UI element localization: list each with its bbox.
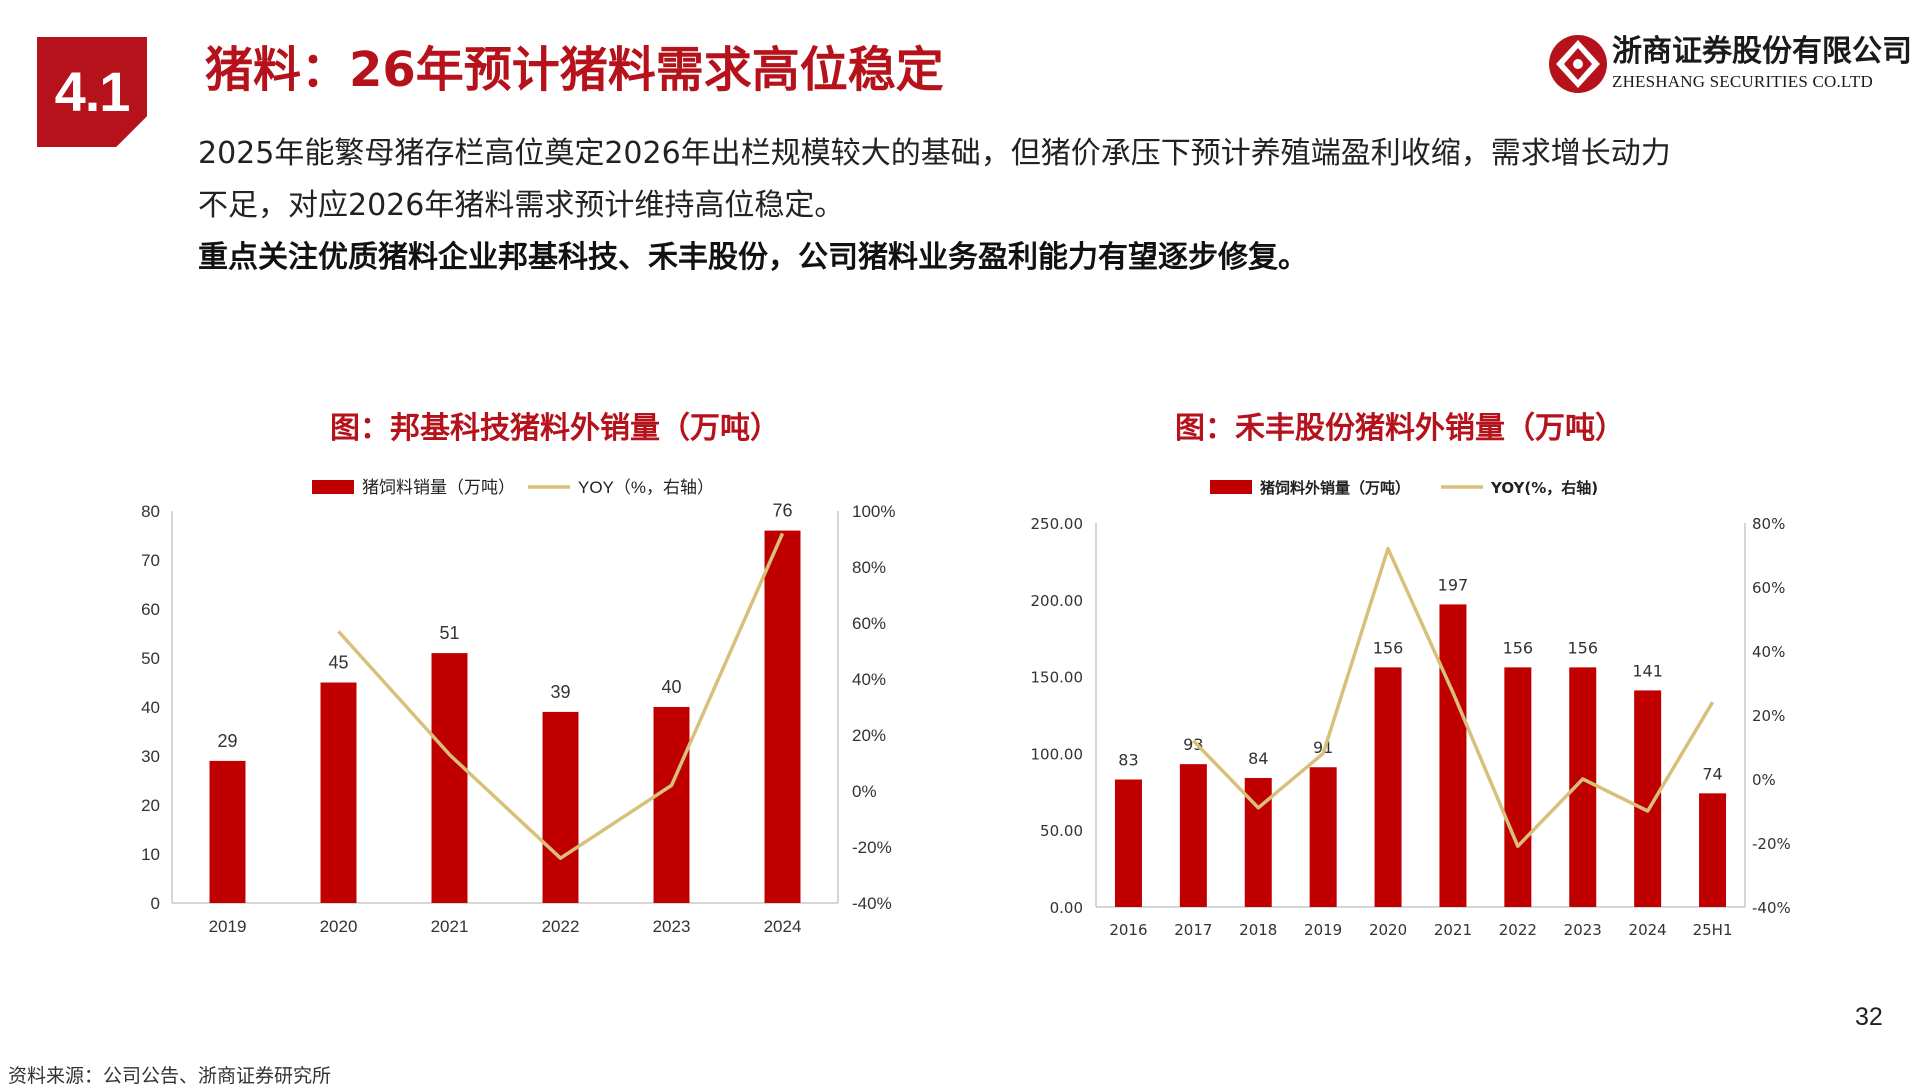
x-tick-label: 2022 <box>1499 921 1537 939</box>
legend-label-bar: 猪饲料销量（万吨） <box>362 478 515 497</box>
bar-data-label: 197 <box>1438 575 1469 594</box>
yoy-series-line <box>1192 546 1715 848</box>
page-title: 猪料：26年预计猪料需求高位稳定 <box>205 42 944 98</box>
y-tick-label-left: 80 <box>141 502 160 521</box>
y-tick-label-left: 0 <box>151 894 160 913</box>
x-tick-label: 2018 <box>1239 921 1277 939</box>
y-tick-label-right: 60% <box>852 614 886 633</box>
legend-label-line: YOY(%，右轴) <box>1490 479 1598 497</box>
y-tick-label-right: 20% <box>1752 707 1785 725</box>
page-number: 32 <box>1855 1003 1883 1031</box>
x-tick-label: 2017 <box>1174 921 1212 939</box>
y-tick-label-left: 250.00 <box>1031 515 1084 533</box>
bar <box>1699 793 1727 907</box>
y-tick-label-right: -40% <box>852 894 892 913</box>
bar-data-label: 76 <box>772 501 792 521</box>
y-tick-label-right: -20% <box>1752 835 1791 853</box>
bar-data-label: 74 <box>1702 764 1722 783</box>
chart-title-hefeng: 图：禾丰股份猪料外销量（万吨） <box>1175 411 1625 446</box>
x-tick-label: 2023 <box>653 917 691 936</box>
legend-label-bar: 猪饲料外销量（万吨） <box>1259 479 1410 497</box>
y-tick-label-right: 60% <box>1752 579 1785 597</box>
bar-data-label: 83 <box>1118 751 1138 770</box>
bar-data-label: 156 <box>1373 638 1404 657</box>
bar <box>542 711 579 903</box>
y-tick-label-right: 40% <box>1752 643 1785 661</box>
y-tick-label-right: 40% <box>852 670 886 689</box>
bar <box>431 653 468 903</box>
x-tick-label: 2023 <box>1564 921 1602 939</box>
y-tick-label-right: 80% <box>852 558 886 577</box>
y-tick-label-right: -40% <box>1752 899 1791 917</box>
x-tick-label: 2024 <box>1629 921 1667 939</box>
x-tick-label: 2024 <box>764 917 802 936</box>
bar <box>653 707 690 903</box>
company-logo: 浙商证券股份有限公司 ZHESHANG SECURITIES CO.LTD <box>1548 34 1912 96</box>
x-tick-label: 25H1 <box>1693 921 1733 939</box>
x-tick-label: 2020 <box>320 917 358 936</box>
y-tick-label-left: 50 <box>141 649 160 668</box>
bar-data-label: 29 <box>217 731 237 751</box>
bar <box>209 760 246 903</box>
y-tick-label-right: 80% <box>1752 515 1785 533</box>
summary-paragraph: 2025年能繁母猪存栏高位奠定2026年出栏规模较大的基础，但猪价承压下预计养殖… <box>198 136 1671 171</box>
bar <box>1179 764 1207 907</box>
logo-company-name-en: ZHESHANG SECURITIES CO.LTD <box>1612 72 1873 91</box>
bar <box>1309 767 1337 907</box>
bar <box>1504 667 1532 907</box>
y-tick-label-left: 20 <box>141 796 160 815</box>
legend-label-line: YOY（%，右轴） <box>578 478 714 497</box>
y-tick-label-left: 10 <box>141 845 160 864</box>
x-tick-label: 2016 <box>1109 921 1147 939</box>
y-tick-label-right: 0% <box>1752 771 1776 789</box>
y-tick-label-left: 0.00 <box>1050 899 1083 917</box>
bar-data-label: 45 <box>328 653 348 673</box>
x-tick-label: 2021 <box>431 917 469 936</box>
bar-data-label: 156 <box>1567 638 1598 657</box>
bar <box>1374 667 1402 907</box>
x-tick-label: 2019 <box>1304 921 1342 939</box>
bar <box>1114 779 1142 907</box>
bar-data-label: 51 <box>439 623 459 643</box>
summary-text: 2025年能繁母猪存栏高位奠定2026年出栏规模较大的基础，但猪价承压下预计养殖… <box>198 128 1798 284</box>
y-tick-label-left: 150.00 <box>1031 669 1084 687</box>
source-note: 资料来源：公司公告、浙商证券研究所 <box>8 1065 332 1087</box>
y-tick-label-right: 20% <box>852 726 886 745</box>
y-tick-label-left: 100.00 <box>1031 745 1084 763</box>
summary-paragraph: 不足，对应2026年猪料需求预计维持高位稳定。 <box>198 188 845 223</box>
x-tick-label: 2019 <box>209 917 247 936</box>
bar-data-label: 156 <box>1503 638 1534 657</box>
yoy-series-line <box>337 532 785 860</box>
key-focus-paragraph: 重点关注优质猪料企业邦基科技、禾丰股份，公司猪料业务盈利能力有望逐步修复。 <box>198 240 1308 275</box>
y-tick-label-left: 200.00 <box>1031 592 1084 610</box>
zheshang-logo-icon <box>1549 35 1607 93</box>
y-tick-label-left: 60 <box>141 600 160 619</box>
x-tick-label: 2021 <box>1434 921 1472 939</box>
bar <box>764 530 801 903</box>
y-tick-label-left: 50.00 <box>1040 822 1083 840</box>
y-tick-label-right: -20% <box>852 838 892 857</box>
section-number-badge: 4.1 <box>37 37 147 147</box>
y-tick-label-right: 0% <box>852 782 877 801</box>
bar <box>1439 604 1467 907</box>
legend-swatch-bar <box>312 480 354 494</box>
bar-data-label: 93 <box>1183 735 1203 754</box>
bar <box>320 682 357 903</box>
y-tick-label-left: 30 <box>141 747 160 766</box>
bar <box>1634 690 1662 907</box>
y-tick-label-right: 100% <box>852 502 895 521</box>
bar-data-label: 39 <box>550 682 570 702</box>
bar-data-label: 84 <box>1248 749 1268 768</box>
legend-swatch-bar <box>1210 480 1252 494</box>
y-tick-label-left: 40 <box>141 698 160 717</box>
y-tick-label-left: 70 <box>141 551 160 570</box>
x-tick-label: 2022 <box>542 917 580 936</box>
logo-company-name-cn: 浙商证券股份有限公司 <box>1612 34 1912 69</box>
x-tick-label: 2020 <box>1369 921 1407 939</box>
bar-data-label: 141 <box>1632 661 1663 680</box>
chart-title-bangji: 图：邦基科技猪料外销量（万吨） <box>330 411 780 446</box>
bar-data-label: 40 <box>661 677 681 697</box>
